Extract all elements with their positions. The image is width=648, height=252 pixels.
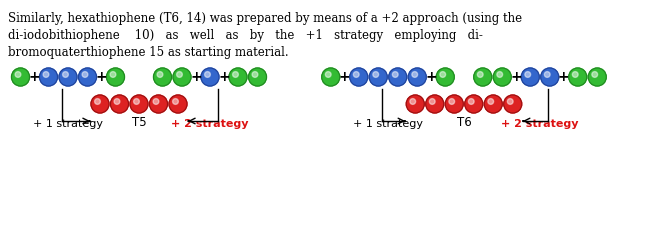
- Circle shape: [15, 72, 21, 77]
- Text: +: +: [29, 70, 40, 84]
- Circle shape: [78, 68, 97, 86]
- Circle shape: [440, 72, 446, 77]
- Circle shape: [373, 72, 378, 77]
- Circle shape: [130, 95, 148, 113]
- Text: +: +: [558, 70, 570, 84]
- Text: bromoquaterthiophene 15 as starting material.: bromoquaterthiophene 15 as starting mate…: [8, 46, 288, 59]
- Circle shape: [82, 72, 88, 77]
- Circle shape: [40, 68, 58, 86]
- Circle shape: [507, 99, 513, 104]
- Circle shape: [474, 68, 492, 86]
- Circle shape: [229, 68, 247, 86]
- Circle shape: [469, 99, 474, 104]
- Circle shape: [133, 99, 139, 104]
- Circle shape: [252, 72, 258, 77]
- Circle shape: [588, 68, 607, 86]
- Circle shape: [392, 72, 398, 77]
- Circle shape: [488, 99, 494, 104]
- Text: + 2 strategy: + 2 strategy: [502, 119, 579, 129]
- Text: + 2 strategy: + 2 strategy: [171, 119, 249, 129]
- Circle shape: [430, 99, 435, 104]
- Circle shape: [91, 95, 109, 113]
- Text: +: +: [511, 70, 522, 84]
- Circle shape: [436, 68, 454, 86]
- Text: Similarly, hexathiophene (T6, 14) was prepared by means of a +2 approach (using : Similarly, hexathiophene (T6, 14) was pr…: [8, 12, 522, 25]
- Circle shape: [503, 95, 522, 113]
- Text: di-iodobithiophene    10)   as   well   as   by   the   +1   strategy   employin: di-iodobithiophene 10) as well as by the…: [8, 29, 483, 42]
- Circle shape: [497, 72, 503, 77]
- Circle shape: [63, 72, 68, 77]
- Circle shape: [449, 99, 455, 104]
- Circle shape: [150, 95, 167, 113]
- Circle shape: [540, 68, 559, 86]
- Text: +: +: [339, 70, 351, 84]
- Circle shape: [369, 68, 388, 86]
- Circle shape: [465, 95, 483, 113]
- Circle shape: [59, 68, 77, 86]
- Circle shape: [525, 72, 531, 77]
- Circle shape: [12, 68, 30, 86]
- Circle shape: [95, 99, 100, 104]
- Circle shape: [572, 72, 578, 77]
- Circle shape: [478, 72, 483, 77]
- Circle shape: [350, 68, 368, 86]
- Circle shape: [412, 72, 417, 77]
- Circle shape: [201, 68, 219, 86]
- Circle shape: [484, 95, 502, 113]
- Circle shape: [172, 99, 178, 104]
- Circle shape: [544, 72, 550, 77]
- Circle shape: [410, 99, 415, 104]
- Text: +: +: [190, 70, 202, 84]
- Circle shape: [426, 95, 444, 113]
- Circle shape: [43, 72, 49, 77]
- Circle shape: [233, 72, 238, 77]
- Text: +: +: [96, 70, 108, 84]
- Text: +: +: [218, 70, 230, 84]
- Circle shape: [569, 68, 586, 86]
- Circle shape: [173, 68, 191, 86]
- Text: + 1 strategy: + 1 strategy: [353, 119, 423, 129]
- Circle shape: [153, 99, 159, 104]
- Text: T5: T5: [132, 116, 146, 129]
- Circle shape: [110, 72, 116, 77]
- Circle shape: [322, 68, 340, 86]
- Circle shape: [325, 72, 331, 77]
- Circle shape: [521, 68, 539, 86]
- Circle shape: [154, 68, 172, 86]
- Circle shape: [111, 95, 128, 113]
- Circle shape: [389, 68, 407, 86]
- Circle shape: [493, 68, 511, 86]
- Circle shape: [408, 68, 426, 86]
- Text: +: +: [426, 70, 437, 84]
- Text: T6: T6: [457, 116, 471, 129]
- Circle shape: [177, 72, 182, 77]
- Circle shape: [114, 99, 120, 104]
- Circle shape: [248, 68, 266, 86]
- Circle shape: [169, 95, 187, 113]
- Circle shape: [157, 72, 163, 77]
- Circle shape: [205, 72, 211, 77]
- Circle shape: [106, 68, 124, 86]
- Circle shape: [353, 72, 359, 77]
- Text: + 1 strategy: + 1 strategy: [33, 119, 103, 129]
- Circle shape: [592, 72, 597, 77]
- Circle shape: [445, 95, 463, 113]
- Circle shape: [406, 95, 424, 113]
